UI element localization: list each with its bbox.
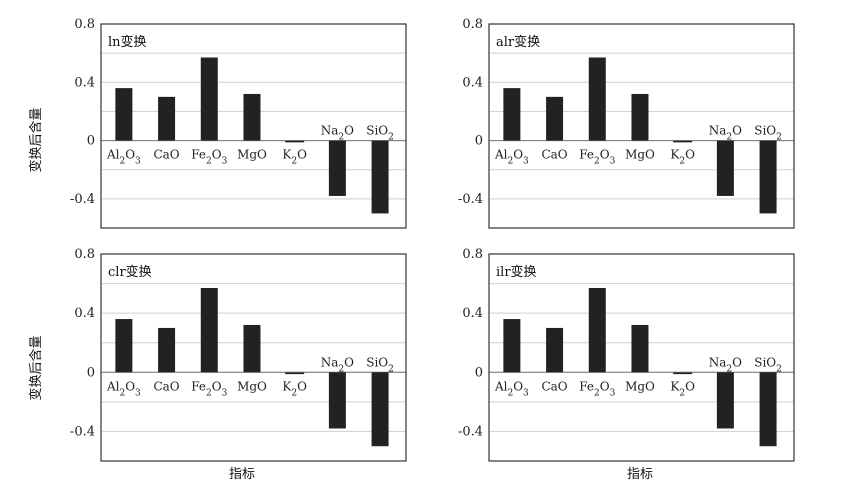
x-axis-label-right: 指标	[627, 467, 653, 482]
category-label: Fe2O3	[579, 148, 615, 167]
panel-4: 0.8 0.4 0 -0.4 Al2O3 CaO Fe2O3 MgO K2O Na2O SiO2 il…	[458, 247, 795, 462]
y-tick-label: 0.8	[74, 17, 95, 32]
y-tick-label: 0	[87, 134, 95, 149]
category-label: K2O	[670, 379, 695, 398]
bar	[503, 319, 521, 373]
bar	[588, 288, 606, 373]
bar	[328, 372, 346, 429]
bar	[631, 93, 649, 141]
category-label: K2O	[670, 148, 695, 167]
bar	[546, 327, 564, 373]
category-label: K2O	[282, 379, 307, 398]
y-tick-label: -0.4	[70, 424, 95, 439]
category-label: K2O	[282, 148, 307, 167]
category-label: Al2O3	[494, 148, 529, 167]
y-tick-label: 0.4	[462, 306, 483, 321]
y-tick-label: 0.4	[74, 75, 95, 90]
panel-2: 0.8 0.4 0 -0.4 Al2O3 CaO Fe2O3 MgO K2O Na2O SiO2 al…	[458, 17, 795, 229]
category-label: Fe2O3	[191, 379, 227, 398]
panel-title: alr变换	[496, 34, 540, 50]
plot-frame	[100, 23, 407, 229]
y-tick-label: -0.4	[458, 192, 483, 207]
y-tick-label: 0.4	[74, 306, 95, 321]
y-axis-label-top: 变换后含量	[28, 107, 44, 172]
category-label: Al2O3	[494, 379, 529, 398]
bar	[371, 140, 389, 214]
category-label: Fe2O3	[579, 379, 615, 398]
bar	[759, 372, 777, 447]
bar	[200, 288, 218, 373]
category-label: CaO	[153, 379, 179, 393]
y-tick-label: 0.4	[462, 75, 483, 90]
bar	[115, 319, 133, 373]
bar	[200, 57, 218, 141]
plot-frame	[488, 23, 795, 229]
bar	[115, 88, 133, 141]
category-label: MgO	[625, 379, 655, 393]
y-tick-label: 0.8	[462, 17, 483, 32]
bar	[631, 324, 649, 373]
bar	[588, 57, 606, 141]
y-tick-label: -0.4	[458, 424, 483, 439]
category-label: MgO	[625, 148, 655, 162]
category-label: SiO2	[366, 124, 394, 143]
bar	[243, 324, 261, 373]
panel-title: ln变换	[108, 34, 147, 50]
category-label: SiO2	[366, 355, 394, 374]
bar	[759, 140, 777, 214]
y-tick-label: -0.4	[70, 192, 95, 207]
y-tick-label: 0.8	[74, 247, 95, 262]
x-axis-label-left: 指标	[229, 467, 255, 482]
bar	[158, 327, 176, 373]
bar	[503, 88, 521, 141]
plot-frame	[100, 253, 407, 462]
plot-frame	[488, 253, 795, 462]
bar	[546, 96, 564, 141]
y-axis-label-bottom: 变换后含量	[28, 335, 44, 400]
category-label: CaO	[153, 148, 179, 162]
bar	[716, 140, 734, 196]
panel-title: clr变换	[108, 264, 152, 280]
category-label: Al2O3	[106, 148, 141, 167]
bar	[328, 140, 346, 196]
panel-title: ilr变换	[496, 264, 537, 280]
bar	[243, 93, 261, 141]
category-label: Na2O	[321, 355, 354, 374]
bar	[371, 372, 389, 447]
bar	[716, 372, 734, 429]
category-label: Fe2O3	[191, 148, 227, 167]
bar	[158, 96, 176, 141]
y-tick-label: 0	[475, 134, 483, 149]
category-label: SiO2	[754, 124, 782, 143]
category-label: CaO	[541, 379, 567, 393]
category-label: CaO	[541, 148, 567, 162]
panel-1: 0.8 0.4 0 -0.4 Al2O3 CaO Fe2O3 MgO K2O Na2O SiO2 ln…	[70, 17, 407, 229]
category-label: Na2O	[709, 124, 742, 143]
y-tick-label: 0	[475, 365, 483, 380]
y-tick-label: 0	[87, 365, 95, 380]
category-label: MgO	[237, 379, 267, 393]
category-label: MgO	[237, 148, 267, 162]
category-label: Al2O3	[106, 379, 141, 398]
y-tick-label: 0.8	[462, 247, 483, 262]
category-label: Na2O	[709, 355, 742, 374]
category-label: Na2O	[321, 124, 354, 143]
panel-3: 0.8 0.4 0 -0.4 Al2O3 CaO Fe2O3 MgO K2O Na2O SiO2 cl…	[70, 247, 407, 462]
category-label: SiO2	[754, 355, 782, 374]
